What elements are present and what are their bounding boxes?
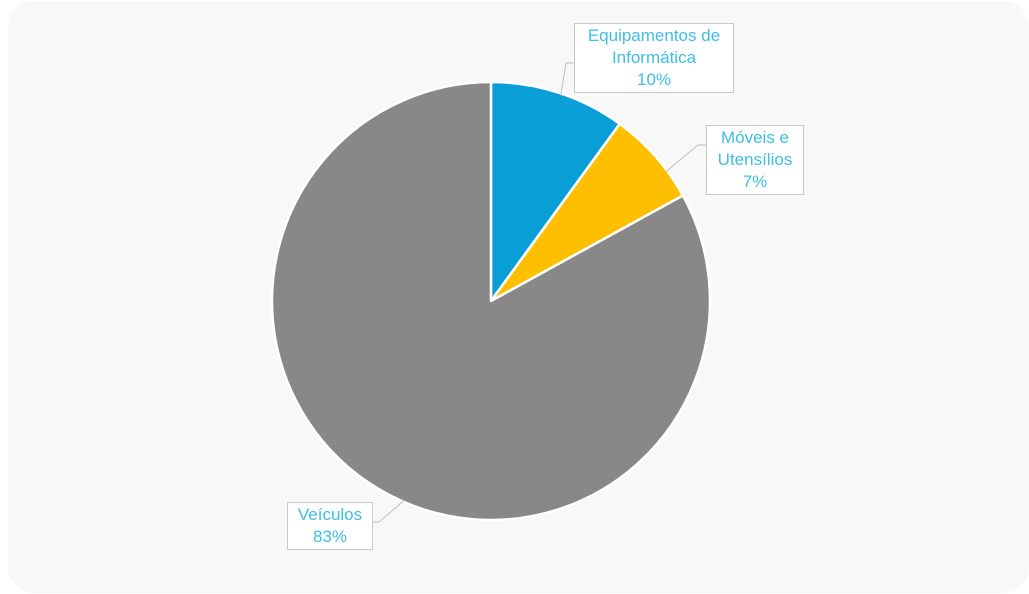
leader-lines [373, 62, 706, 523]
leader-line-equipamentos [560, 62, 574, 96]
label-line: Utensílios [717, 150, 793, 169]
pie-slice-veiculos [270, 80, 712, 522]
label-line: Informática [611, 48, 697, 67]
leader-line-veiculos [373, 499, 406, 523]
data-label-veiculos: Veículos 83% [287, 502, 373, 550]
label-line: Móveis e [720, 128, 790, 147]
label-percent: 7% [742, 172, 768, 191]
pie-slices [270, 80, 712, 522]
leader-line-moveis [665, 144, 706, 173]
label-line: Equipamentos de [587, 26, 721, 45]
data-label-equipamentos: Equipamentos de Informática 10% [574, 23, 734, 93]
label-percent: 83% [312, 527, 348, 546]
pie-slice-equipamentos [489, 80, 621, 303]
data-label-moveis: Móveis e Utensílios 7% [706, 125, 804, 195]
label-line: Veículos [297, 505, 363, 524]
label-percent: 10% [636, 70, 672, 89]
